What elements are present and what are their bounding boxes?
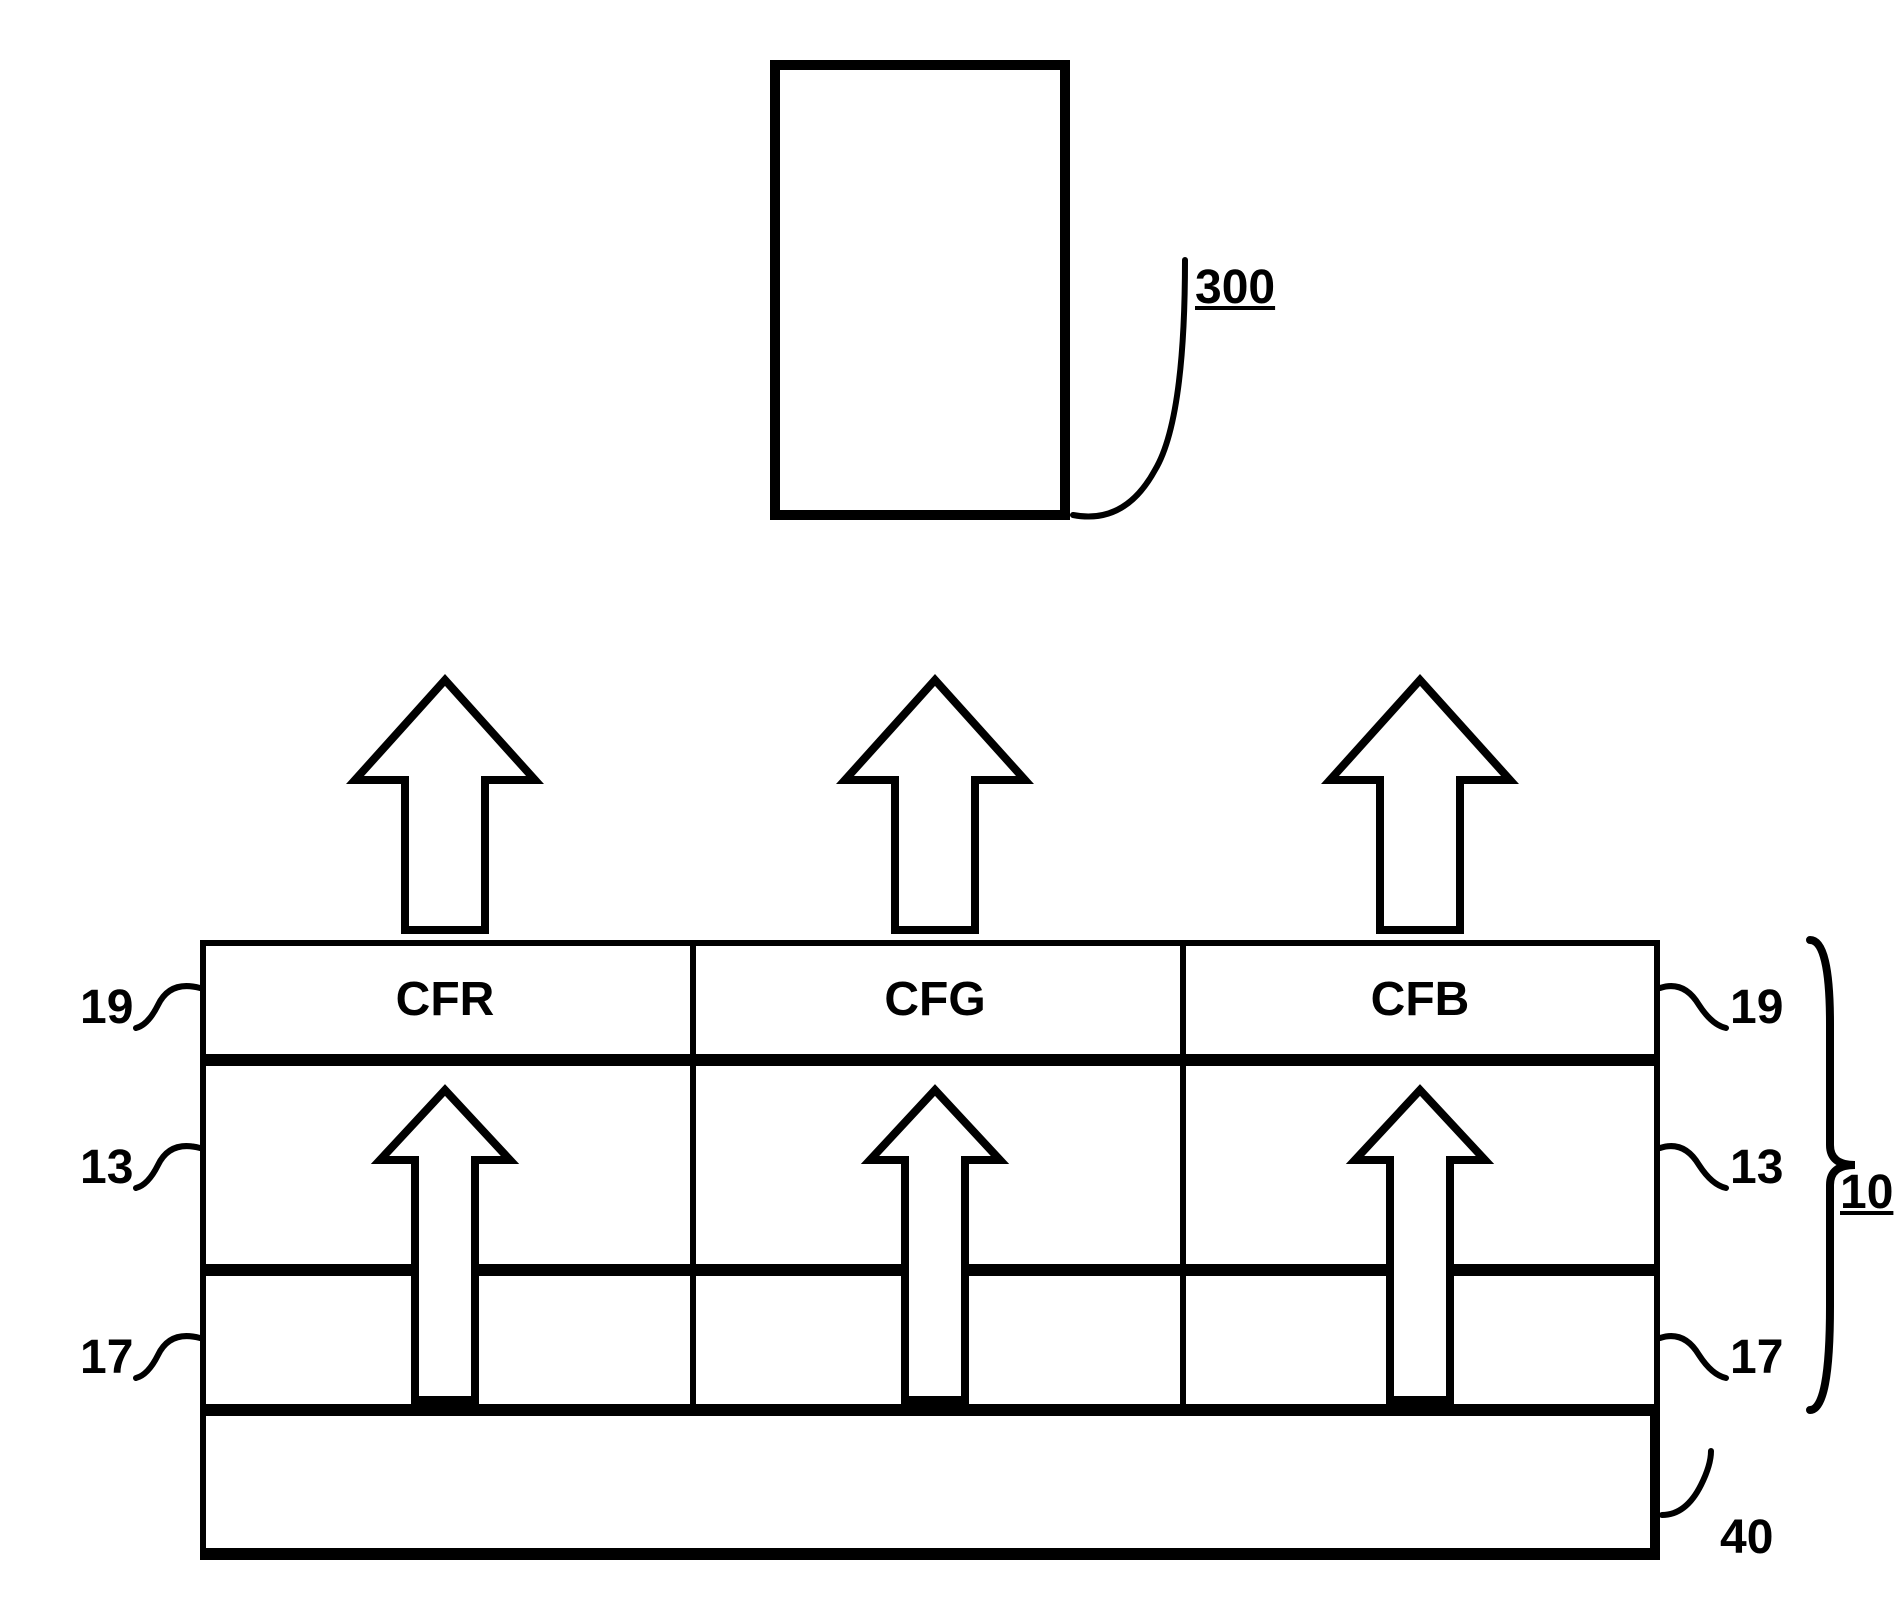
label-19-left: 19	[80, 980, 133, 1035]
label-17-right: 17	[1730, 1330, 1783, 1385]
label-300: 300	[1195, 260, 1275, 315]
label-40: 40	[1720, 1510, 1773, 1565]
arrow-upper-1	[835, 674, 1035, 936]
label-17-left: 17	[80, 1330, 133, 1385]
cell-cfr: CFR	[385, 972, 505, 1027]
arrow-upper-0	[345, 674, 545, 936]
arrow-upper-2	[1320, 674, 1520, 936]
label-19-right: 19	[1730, 980, 1783, 1035]
arrow-lower-1	[860, 1084, 1010, 1406]
label-10: 10	[1840, 1165, 1893, 1220]
label-13-right: 13	[1730, 1140, 1783, 1195]
detector-box	[770, 60, 1070, 520]
arrow-lower-2	[1345, 1084, 1495, 1406]
arrow-lower-0	[370, 1084, 520, 1406]
cell-cfb: CFB	[1360, 972, 1480, 1027]
layer-40	[200, 1410, 1660, 1560]
label-13-left: 13	[80, 1140, 133, 1195]
cell-cfg: CFG	[875, 972, 995, 1027]
